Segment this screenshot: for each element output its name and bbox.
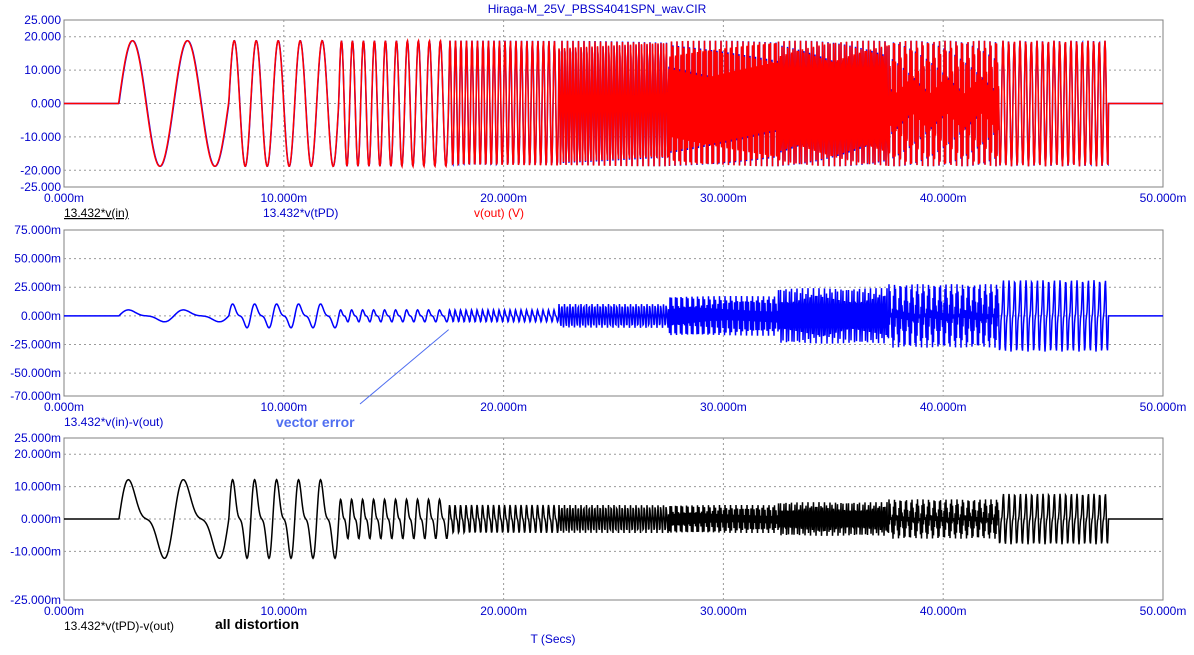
annotation-all-distortion: all distortion [215,616,299,632]
x-axis-label: T (Secs) [530,632,575,646]
y-tick-label: 20.000m [14,447,61,461]
x-tick-label: 10.000m [260,400,307,414]
y-tick-label: 0.000m [21,512,61,526]
y-tick-label: -70.000m [10,389,61,403]
x-tick-label: 40.000m [920,191,967,205]
series-vector-error-line [64,279,1163,352]
x-tick-label: 20.000m [480,400,527,414]
x-tick-label: 40.000m [920,604,967,618]
x-tick-label: 50.000m [1140,400,1187,414]
y-tick-label: -25.000m [10,337,61,351]
x-tick-label: 0.000m [44,604,84,618]
chart-title: Hiraga-M_25V_PBSS4041SPN_wav.CIR [487,2,707,16]
x-tick-label: 30.000m [700,400,747,414]
trace-label: 13.432*v(tPD) [263,206,338,220]
y-tick-label: -20.000 [20,163,61,177]
y-tick-label: 25.000m [14,431,61,445]
y-tick-label: -25.000m [10,593,61,607]
series-distortion-line [64,478,1163,560]
y-tick-label: 25.000m [14,280,61,294]
y-tick-label: 0.000 [31,97,61,111]
trace-label: v(out) (V) [474,206,524,220]
y-tick-label: -50.000m [10,366,61,380]
y-tick-label: 20.000 [24,30,61,44]
plot-frame [63,229,1164,397]
x-tick-label: 30.000m [700,604,747,618]
y-tick-label: 50.000m [14,252,61,266]
y-tick-label: -10.000m [10,544,61,558]
y-tick-label: 0.000m [21,309,61,323]
y-tick-label: 10.000 [24,63,61,77]
plot-panel-3: 0.000m 10.000m 20.000m 30.000m 40.000m 50.000… [10,431,1186,633]
trace-label: 13.432*v(in)-v(out) [64,415,163,429]
plot-panel-2: 0.000m 10.000m 20.000m 30.000m 40.000m 50.000… [10,223,1186,430]
x-tick-label: 40.000m [920,400,967,414]
x-tick-label: 0.000m [44,400,84,414]
x-tick-label: 10.000m [260,191,307,205]
trace-label: 13.432*v(in) [64,206,129,220]
x-tick-label: 10.000m [260,604,307,618]
y-tick-label: -25.000 [20,180,61,194]
y-tick-label: -10.000 [20,130,61,144]
y-tick-label: 75.000m [14,223,61,237]
x-tick-label: 30.000m [700,191,747,205]
annotation-arrow [359,329,449,405]
x-tick-label: 20.000m [480,604,527,618]
x-tick-label: 50.000m [1140,191,1187,205]
plot-panel-1: 0.000m 10.000m 20.000m 30.000m 40.000m 50.000… [20,13,1186,220]
y-tick-label: 10.000m [14,480,61,494]
y-tick-label: 25.000 [24,13,61,27]
x-tick-label: 50.000m [1140,604,1187,618]
x-tick-label: 20.000m [480,191,527,205]
annotation-vector-error: vector error [276,414,355,430]
series-vout-line [64,38,1163,169]
x-tick-label: 0.000m [44,191,84,205]
trace-label: 13.432*v(tPD)-v(out) [64,619,174,633]
